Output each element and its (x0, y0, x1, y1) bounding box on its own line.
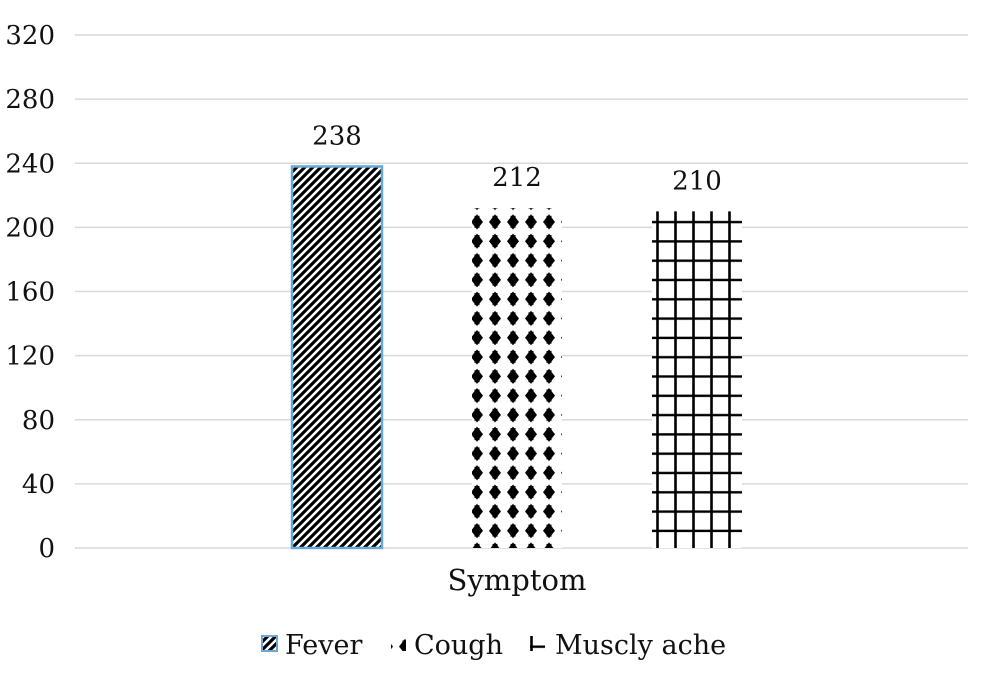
y-tick-label: 120 (5, 342, 55, 372)
category-label: Symptom (448, 563, 587, 597)
y-axis-ticks: 0 40 80 120 160 200 240 280 320 (5, 21, 55, 564)
y-tick-label: 160 (5, 278, 55, 308)
data-label: 212 (492, 163, 542, 193)
y-tick-label: 240 (5, 149, 55, 179)
category-axis: Symptom (448, 563, 587, 597)
legend-label: Cough (414, 630, 503, 661)
data-labels: 238 212 210 (312, 121, 722, 196)
bar-muscly-ache (652, 211, 742, 548)
data-label: 238 (312, 121, 362, 151)
legend-label: Muscly ache (555, 630, 726, 661)
y-tick-label: 200 (5, 213, 55, 243)
bar-cough (472, 208, 562, 548)
y-tick-label: 0 (38, 534, 55, 564)
legend-label: Fever (285, 630, 362, 661)
data-label: 210 (672, 166, 722, 196)
y-tick-label: 40 (22, 470, 55, 500)
bar-fever (290, 165, 384, 550)
y-tick-label: 280 (5, 85, 55, 115)
y-tick-label: 80 (22, 406, 55, 436)
legend-swatch (391, 636, 406, 651)
legend: Fever Cough Muscly ache (261, 630, 726, 661)
y-tick-label: 320 (5, 21, 55, 51)
legend-swatch (530, 636, 545, 651)
legend-swatch (261, 635, 278, 652)
bars (290, 165, 742, 550)
